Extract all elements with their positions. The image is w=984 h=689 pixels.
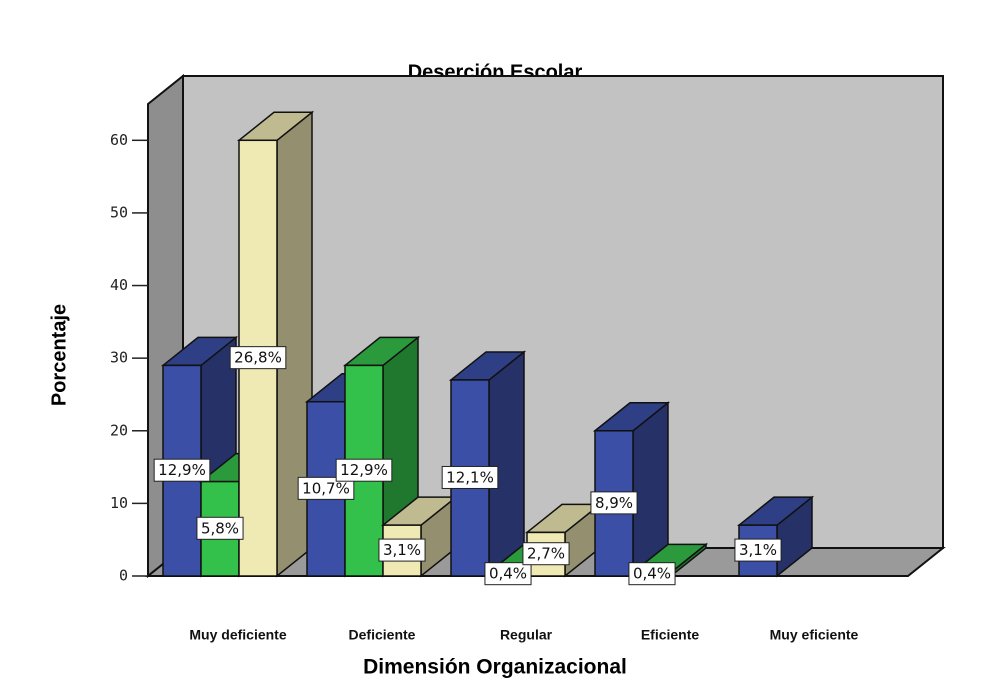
y-tick-label: 40 [110, 276, 128, 294]
data-label-box [196, 516, 244, 540]
data-label: 8,9% [595, 494, 633, 512]
x-tick-label: Muy eficiente [770, 627, 859, 643]
x-tick-label: Muy deficiente [189, 627, 286, 643]
data-label-box [484, 562, 532, 586]
data-label: 10,7% [302, 479, 350, 497]
data-label-box [229, 346, 287, 370]
data-label: 5,8% [201, 519, 239, 537]
data-label-box [153, 458, 211, 482]
data-label-box [522, 542, 570, 566]
y-tick-label: 30 [110, 349, 128, 367]
y-tick-label: 50 [110, 203, 128, 221]
data-label: 0,4% [633, 565, 671, 583]
data-label-box [297, 476, 355, 500]
data-label-box [378, 538, 426, 562]
data-label: 12,9% [158, 461, 206, 479]
data-label: 0,4% [489, 565, 527, 583]
bar-side [488, 350, 525, 578]
data-label-box [734, 538, 782, 562]
x-tick-label: Regular [500, 627, 553, 643]
data-label-box [441, 465, 499, 489]
y-tick-label: 10 [110, 494, 128, 512]
data-label-box [628, 562, 676, 586]
data-label-box [335, 458, 393, 482]
data-label: 26,8% [234, 349, 282, 367]
data-label: 12,9% [340, 461, 388, 479]
y-tick-label: 20 [110, 421, 128, 439]
y-tick-label: 0 [119, 567, 128, 585]
data-label: 3,1% [383, 541, 421, 559]
data-label: 2,7% [527, 545, 565, 563]
x-tick-label: Eficiente [641, 627, 700, 643]
y-axis-label: Porcentaje [48, 304, 70, 406]
data-label-box [590, 491, 638, 515]
x-tick-label: Deficiente [349, 627, 416, 643]
y-tick-label: 60 [110, 131, 128, 149]
x-axis-label: Dimensión Organizacional [363, 656, 627, 679]
data-label: 12,1% [446, 468, 494, 486]
data-label: 3,1% [739, 541, 777, 559]
